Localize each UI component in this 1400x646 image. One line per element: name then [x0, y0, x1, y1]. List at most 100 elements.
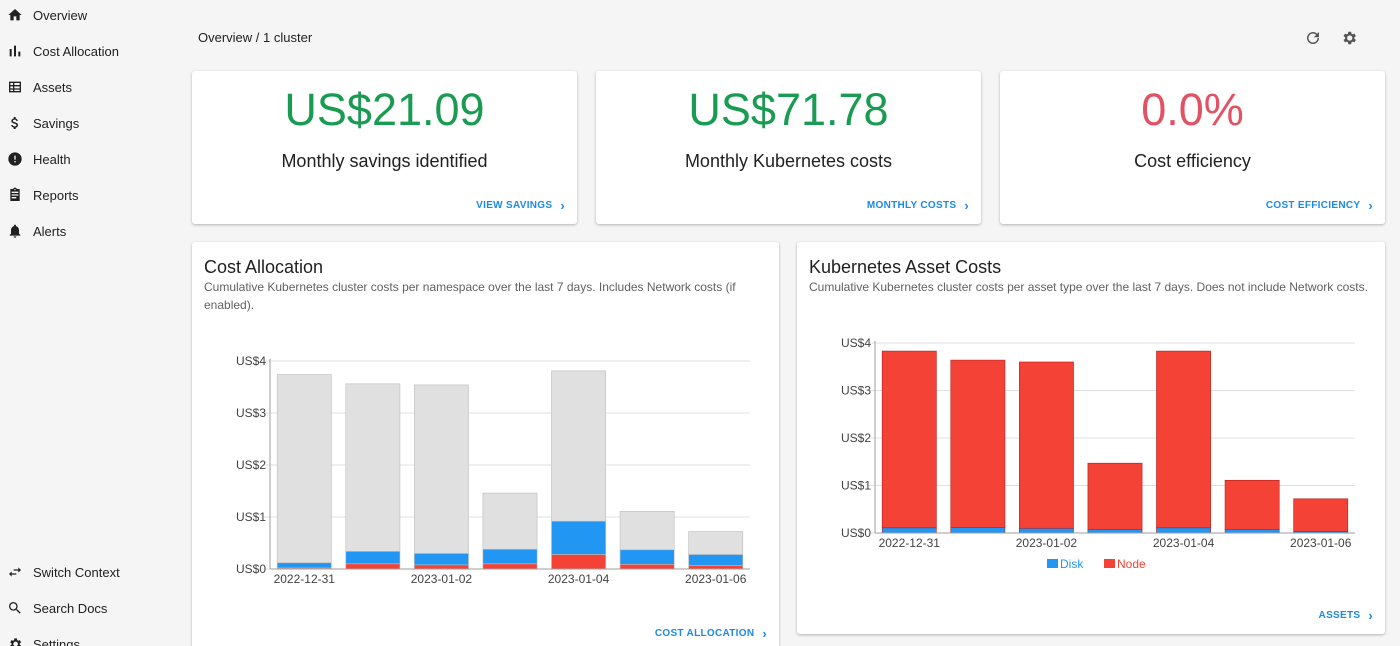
- bar-segment[interactable]: [276, 562, 332, 569]
- monthly-costs-card: US$71.78 Monthly Kubernetes costs MONTHL…: [596, 71, 981, 224]
- asset-costs-subtitle: Cumulative Kubernetes cluster costs per …: [809, 280, 1368, 294]
- cost-efficiency-card: 0.0% Cost efficiency COST EFFICIENCY ›: [1000, 71, 1385, 224]
- home-icon: [7, 7, 23, 23]
- bar-segment[interactable]: [881, 350, 937, 529]
- sidebar-item-label: Search Docs: [33, 600, 108, 616]
- cost-allocation-subtitle: Cumulative Kubernetes cluster costs per …: [204, 280, 736, 312]
- sidebar-item-label: Reports: [33, 187, 79, 203]
- settings-gear-icon[interactable]: [1340, 29, 1358, 47]
- sidebar-item-savings[interactable]: Savings: [0, 108, 79, 138]
- y-tick-label: US$2: [236, 458, 266, 472]
- savings-label: Monthly savings identified: [281, 151, 488, 171]
- y-tick-label: US$3: [841, 384, 871, 398]
- assets-link[interactable]: ASSETS ›: [1319, 608, 1373, 623]
- bar-segment[interactable]: [619, 564, 675, 570]
- bar-segment[interactable]: [482, 563, 538, 570]
- bar-segment[interactable]: [688, 531, 744, 555]
- bar-segment[interactable]: [482, 492, 538, 550]
- cost-allocation-link-label: COST ALLOCATION: [654, 628, 755, 639]
- sidebar-item-alerts[interactable]: Alerts: [0, 216, 66, 246]
- cost-allocation-link[interactable]: COST ALLOCATION ›: [655, 626, 767, 641]
- refresh-icon[interactable]: [1304, 29, 1322, 47]
- x-tick-label: 2022-12-31: [274, 572, 336, 586]
- legend-label: Disk: [1060, 557, 1084, 571]
- y-tick-label: US$4: [236, 354, 266, 368]
- bar-segment[interactable]: [1293, 498, 1349, 532]
- sidebar-item-cost-allocation[interactable]: Cost Allocation: [0, 36, 119, 66]
- chevron-right-icon: ›: [762, 626, 767, 641]
- asset-costs-title: Kubernetes Asset Costs: [809, 257, 1002, 277]
- sidebar-item-assets[interactable]: Assets: [0, 72, 72, 102]
- cost-efficiency-link-label: COST EFFICIENCY: [1265, 200, 1361, 211]
- bar-segment[interactable]: [1087, 462, 1143, 530]
- bar-segment[interactable]: [551, 520, 606, 555]
- cost-efficiency-link[interactable]: COST EFFICIENCY ›: [1266, 198, 1373, 213]
- bar-segment[interactable]: [482, 548, 538, 565]
- sidebar-item-switch-context[interactable]: Switch Context: [0, 557, 120, 587]
- search-icon: [7, 600, 23, 616]
- gear-icon: [7, 636, 23, 646]
- sidebar-item-label: Overview: [33, 7, 88, 23]
- bar-segment[interactable]: [688, 554, 744, 566]
- bar-segment[interactable]: [619, 549, 675, 565]
- assets-link-label: ASSETS: [1318, 610, 1361, 621]
- cost-allocation-title: Cost Allocation: [204, 257, 324, 277]
- bar-segment[interactable]: [1019, 361, 1074, 529]
- bar-segment[interactable]: [276, 374, 332, 564]
- cost-allocation-chart: US$0 US$1 US$2 US$3 US$4 2022-12-31 2023-01-02…: [236, 354, 750, 586]
- bar-segment[interactable]: [345, 551, 401, 565]
- cost-efficiency-label: Cost efficiency: [1134, 151, 1251, 171]
- y-tick-label: US$2: [841, 431, 871, 445]
- bar-segment[interactable]: [881, 527, 937, 534]
- bar-segment[interactable]: [414, 553, 469, 566]
- sidebar-item-overview[interactable]: Overview: [0, 0, 87, 30]
- bar-segment[interactable]: [950, 359, 1006, 528]
- y-tick-label: US$4: [841, 336, 871, 350]
- sidebar-item-label: Health: [33, 151, 71, 167]
- bar-segment[interactable]: [345, 563, 401, 570]
- bar-segment[interactable]: [619, 510, 675, 551]
- savings-card: US$21.09 Monthly savings identified VIEW…: [192, 71, 577, 224]
- bar-segment[interactable]: [551, 370, 606, 522]
- x-tick-label: 2023-01-06: [685, 572, 747, 586]
- savings-value: US$21.09: [284, 84, 485, 135]
- sidebar-item-settings[interactable]: Settings: [0, 629, 80, 646]
- legend-swatch: [1104, 559, 1115, 568]
- monthly-costs-link[interactable]: MONTHLY COSTS ›: [867, 198, 969, 213]
- sidebar-item-search-docs[interactable]: Search Docs: [0, 593, 107, 623]
- sidebar-item-health[interactable]: Health: [0, 144, 71, 174]
- view-savings-link-label: VIEW SAVINGS: [476, 200, 553, 211]
- bar-segment[interactable]: [551, 554, 606, 570]
- y-tick-label: US$0: [841, 526, 871, 540]
- bar-chart-icon: [7, 43, 23, 59]
- alert-circle-icon: [7, 151, 23, 167]
- grid-icon: [7, 79, 23, 95]
- chevron-right-icon: ›: [1368, 608, 1373, 623]
- x-tick-label: 2023-01-02: [411, 572, 473, 586]
- bar-segment[interactable]: [1019, 527, 1074, 534]
- view-savings-link[interactable]: VIEW SAVINGS ›: [476, 198, 565, 213]
- x-tick-label: 2023-01-02: [1016, 536, 1078, 550]
- asset-costs-card: Kubernetes Asset Costs Cumulative Kubern…: [797, 242, 1385, 634]
- monthly-costs-label: Monthly Kubernetes costs: [684, 151, 893, 171]
- bar-segment[interactable]: [345, 383, 401, 552]
- y-tick-label: US$1: [236, 510, 266, 524]
- sidebar-item-label: Assets: [33, 79, 73, 95]
- bar-segment[interactable]: [414, 564, 469, 570]
- bar-segment[interactable]: [1156, 350, 1211, 529]
- sidebar-item-label: Settings: [33, 636, 80, 646]
- legend-label: Node: [1117, 557, 1146, 571]
- legend-swatch: [1047, 559, 1058, 568]
- bar-segment[interactable]: [414, 384, 469, 554]
- asset-costs-chart: US$0 US$1 US$2 US$3 US$4 2022-12-31 2023-01-02…: [841, 336, 1355, 571]
- x-tick-label: 2023-01-04: [548, 572, 610, 586]
- x-tick-label: 2023-01-06: [1290, 536, 1352, 550]
- bar-segment[interactable]: [688, 565, 744, 570]
- x-tick-label: 2023-01-04: [1153, 536, 1215, 550]
- bar-segment[interactable]: [1224, 479, 1280, 530]
- y-tick-label: US$0: [236, 562, 266, 576]
- sidebar-item-reports[interactable]: Reports: [0, 180, 79, 210]
- chevron-right-icon: ›: [1368, 198, 1373, 213]
- bar-segment[interactable]: [950, 526, 1006, 534]
- bar-segment[interactable]: [1156, 527, 1211, 534]
